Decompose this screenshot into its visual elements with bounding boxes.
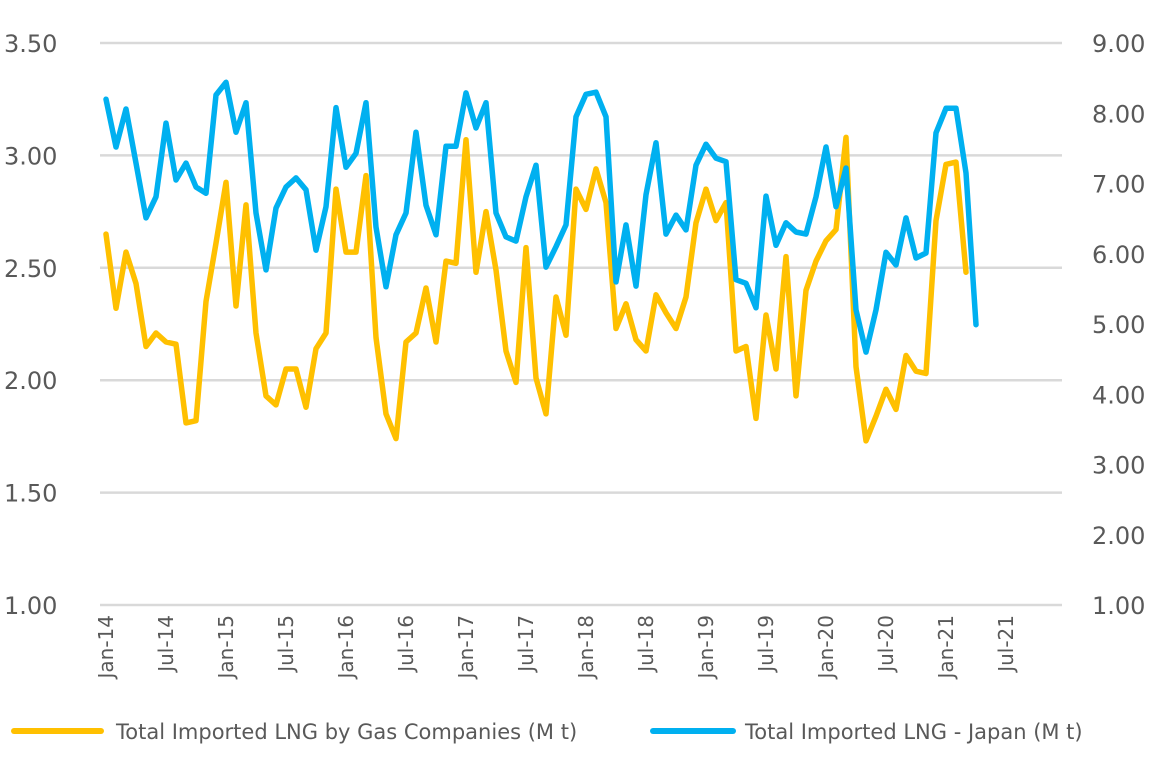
x-tick-label: Jul-16: [394, 615, 418, 674]
right-y-tick-label: 1.00: [1092, 592, 1145, 620]
right-y-tick-label: 6.00: [1092, 241, 1145, 269]
legend-label-gas-companies: Total Imported LNG by Gas Companies (M t…: [115, 720, 577, 744]
left-y-tick-label: 2.50: [4, 255, 57, 283]
legend-label-japan: Total Imported LNG - Japan (M t): [744, 720, 1083, 744]
x-tick-label: Jul-20: [874, 615, 898, 674]
legend-item-japan[interactable]: Total Imported LNG - Japan (M t): [650, 720, 1083, 744]
right-y-tick-label: 8.00: [1092, 100, 1145, 128]
right-y-tick-label: 4.00: [1092, 381, 1145, 409]
series-line-japan: [103, 79, 979, 355]
x-tick-label: Jan-21: [934, 615, 958, 681]
right-y-tick-label: 7.00: [1092, 171, 1145, 199]
x-tick-label: Jul-18: [634, 615, 658, 674]
right-y-tick-label: 2.00: [1092, 522, 1145, 550]
x-tick-label: Jul-21: [994, 615, 1018, 674]
x-tick-label: Jan-14: [94, 615, 118, 681]
x-tick-label: Jul-19: [754, 615, 778, 674]
legend-item-gas-companies[interactable]: Total Imported LNG by Gas Companies (M t…: [11, 720, 577, 744]
x-tick-label: Jan-19: [694, 615, 718, 681]
left-y-axis: 1.00 1.50 2.00 2.50 3.00 3.50: [4, 30, 57, 620]
series-lines: [103, 79, 979, 444]
gridlines: [100, 41, 1062, 607]
x-axis: Jan-14 Jul-14 Jan-15 Jul-15 Jan-16 Jul-16 Jan-…: [94, 615, 1018, 681]
left-y-tick-label: 2.00: [4, 367, 57, 395]
right-y-axis: 1.00 2.00 3.00 4.00 5.00 6.00 7.00 8.00 9.00: [1092, 30, 1145, 620]
left-y-tick-label: 1.00: [4, 592, 57, 620]
series-line-gas-companies: [103, 134, 969, 444]
x-tick-label: Jan-16: [334, 615, 358, 681]
right-y-tick-label: 9.00: [1092, 30, 1145, 58]
left-y-tick-label: 3.50: [4, 30, 57, 58]
right-y-tick-label: 5.00: [1092, 311, 1145, 339]
x-tick-label: Jul-15: [274, 615, 298, 674]
x-tick-label: Jan-17: [454, 615, 478, 681]
x-tick-label: Jan-18: [574, 615, 598, 681]
left-y-tick-label: 3.00: [4, 142, 57, 170]
x-tick-label: Jan-15: [214, 615, 238, 681]
right-y-tick-label: 3.00: [1092, 452, 1145, 480]
x-tick-label: Jul-14: [154, 615, 178, 674]
x-tick-label: Jan-20: [814, 615, 838, 681]
left-y-tick-label: 1.50: [4, 480, 57, 508]
x-tick-label: Jul-17: [514, 615, 538, 674]
legend: Total Imported LNG by Gas Companies (M t…: [11, 720, 1083, 744]
